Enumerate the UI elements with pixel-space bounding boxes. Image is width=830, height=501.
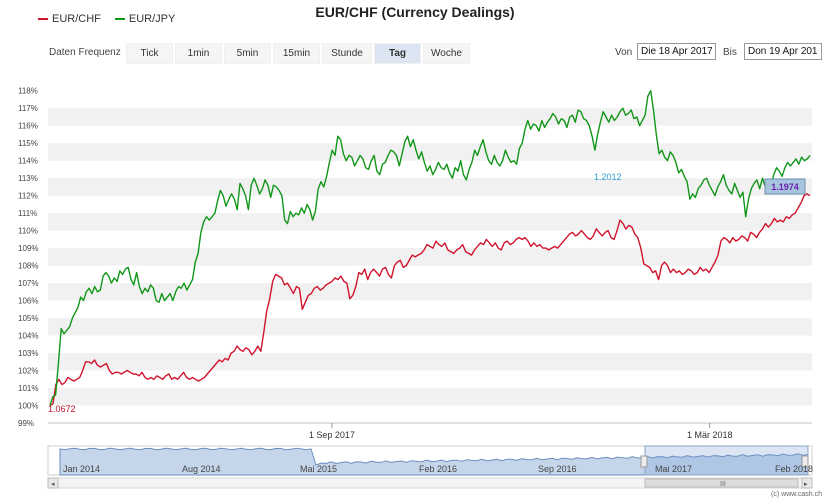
tab-5min[interactable]: 5min	[224, 43, 271, 64]
grid-band	[48, 248, 812, 266]
y-tick-label: 116%	[18, 122, 38, 131]
y-tick-label: 117%	[18, 104, 38, 113]
navigator-label: Feb 2016	[419, 464, 457, 474]
scrollbar-right-button	[801, 477, 813, 489]
scrollbar-grip: III	[720, 481, 726, 488]
y-tick-label: 108%	[18, 262, 38, 271]
end-label-box-eurchf	[764, 178, 806, 195]
navigator-label: Sep 2016	[538, 464, 577, 474]
series-group	[49, 90, 811, 407]
legend-swatch-eurjpy	[114, 18, 125, 20]
credits: (c) www.cash.ch	[771, 491, 822, 498]
frequency-tabs: Tick 1min 5min 15min Stunde Tag Woche	[126, 43, 470, 64]
from-label: Von	[615, 47, 633, 58]
chart-legend: EUR/CHF EUR/JPY	[38, 13, 175, 25]
grid-band	[48, 283, 812, 301]
y-tick-label: 110%	[18, 227, 38, 236]
navigator-label: Jan 2014	[63, 464, 100, 474]
y-tick-label: 105%	[18, 314, 38, 323]
grid-bands	[48, 108, 812, 406]
grid-band	[48, 318, 812, 336]
navigator: Jan 2014 Aug 2014 Mai 2015 Feb 2016 Sep 2016…	[47, 445, 813, 489]
y-tick-label: 99%	[18, 419, 34, 428]
tab-1min[interactable]: 1min	[175, 43, 222, 64]
legend-item-eurjpy[interactable]: EUR/JPY	[114, 13, 176, 25]
from-date-input[interactable]	[637, 43, 716, 60]
y-tick-label: 101%	[18, 384, 38, 393]
scrollbar-left-button	[47, 477, 59, 489]
tab-15min[interactable]: 15min	[273, 43, 320, 64]
chevron-right-icon: ▸	[804, 481, 808, 488]
navigator-handle-right	[801, 455, 809, 468]
navigator-handle-left	[640, 455, 648, 468]
y-tick-label: 106%	[18, 297, 38, 306]
y-axis-ticks: 99% 100% 101% 102% 103% 104% 105% 106% 107% 108% 1…	[18, 87, 38, 428]
grid-band	[48, 353, 812, 371]
legend-swatch-eurchf	[38, 18, 48, 20]
frequency-label: Daten Frequenz	[49, 47, 121, 58]
tab-tick[interactable]: Tick	[126, 43, 173, 64]
y-tick-label: 100%	[18, 402, 38, 411]
navigator-label: Mai 2015	[300, 464, 337, 474]
y-tick-label: 107%	[18, 279, 38, 288]
end-label-eurchf: 1.1974	[771, 182, 799, 192]
y-tick-label: 112%	[18, 192, 38, 201]
y-tick-label: 111%	[18, 209, 37, 218]
tab-tag[interactable]: Tag	[374, 43, 421, 64]
legend-label-eurchf: EUR/CHF	[52, 13, 101, 25]
y-tick-label: 102%	[18, 367, 38, 376]
to-label: Bis	[723, 47, 737, 58]
y-tick-label: 104%	[18, 332, 38, 341]
grid-band	[48, 143, 812, 161]
legend-item-eurchf[interactable]: EUR/CHF	[38, 13, 101, 25]
legend-label-eurjpy: EUR/JPY	[128, 13, 176, 25]
x-tick-label: 1 Sep 2017	[309, 430, 355, 440]
start-label-eurjpy: 1.2012	[594, 172, 622, 182]
y-tick-label: 114%	[18, 157, 38, 166]
grid-band	[48, 388, 812, 406]
y-tick-label: 103%	[18, 349, 38, 358]
y-tick-label: 109%	[18, 244, 38, 253]
tab-stunde[interactable]: Stunde	[322, 43, 372, 64]
series-labels: 1.0672 1.2012 1.1974	[48, 172, 806, 414]
y-tick-label: 115%	[18, 139, 38, 148]
grid-band	[48, 108, 812, 126]
navigator-label: Aug 2014	[182, 464, 221, 474]
y-tick-label: 118%	[18, 87, 38, 96]
series-line-eurjpy	[49, 90, 811, 406]
series-line-eurchf	[49, 193, 811, 407]
y-tick-label: 113%	[18, 174, 38, 183]
navigator-label: Feb 2018	[775, 464, 813, 474]
to-date-input[interactable]	[744, 43, 822, 60]
tab-woche[interactable]: Woche	[423, 43, 470, 64]
start-label-eurchf: 1.0672	[48, 404, 76, 414]
navigator-label: Mai 2017	[655, 464, 692, 474]
scrollbar-thumb	[644, 478, 799, 488]
x-tick-label: 1 Mär 2018	[687, 430, 733, 440]
x-axis-ticks: 1 Sep 2017 1 Mär 2018	[309, 423, 733, 440]
chevron-left-icon: ◂	[51, 481, 55, 488]
navigator-area	[59, 447, 809, 476]
chart-title: EUR/CHF (Currency Dealings)	[315, 4, 515, 20]
grid-band	[48, 213, 812, 231]
